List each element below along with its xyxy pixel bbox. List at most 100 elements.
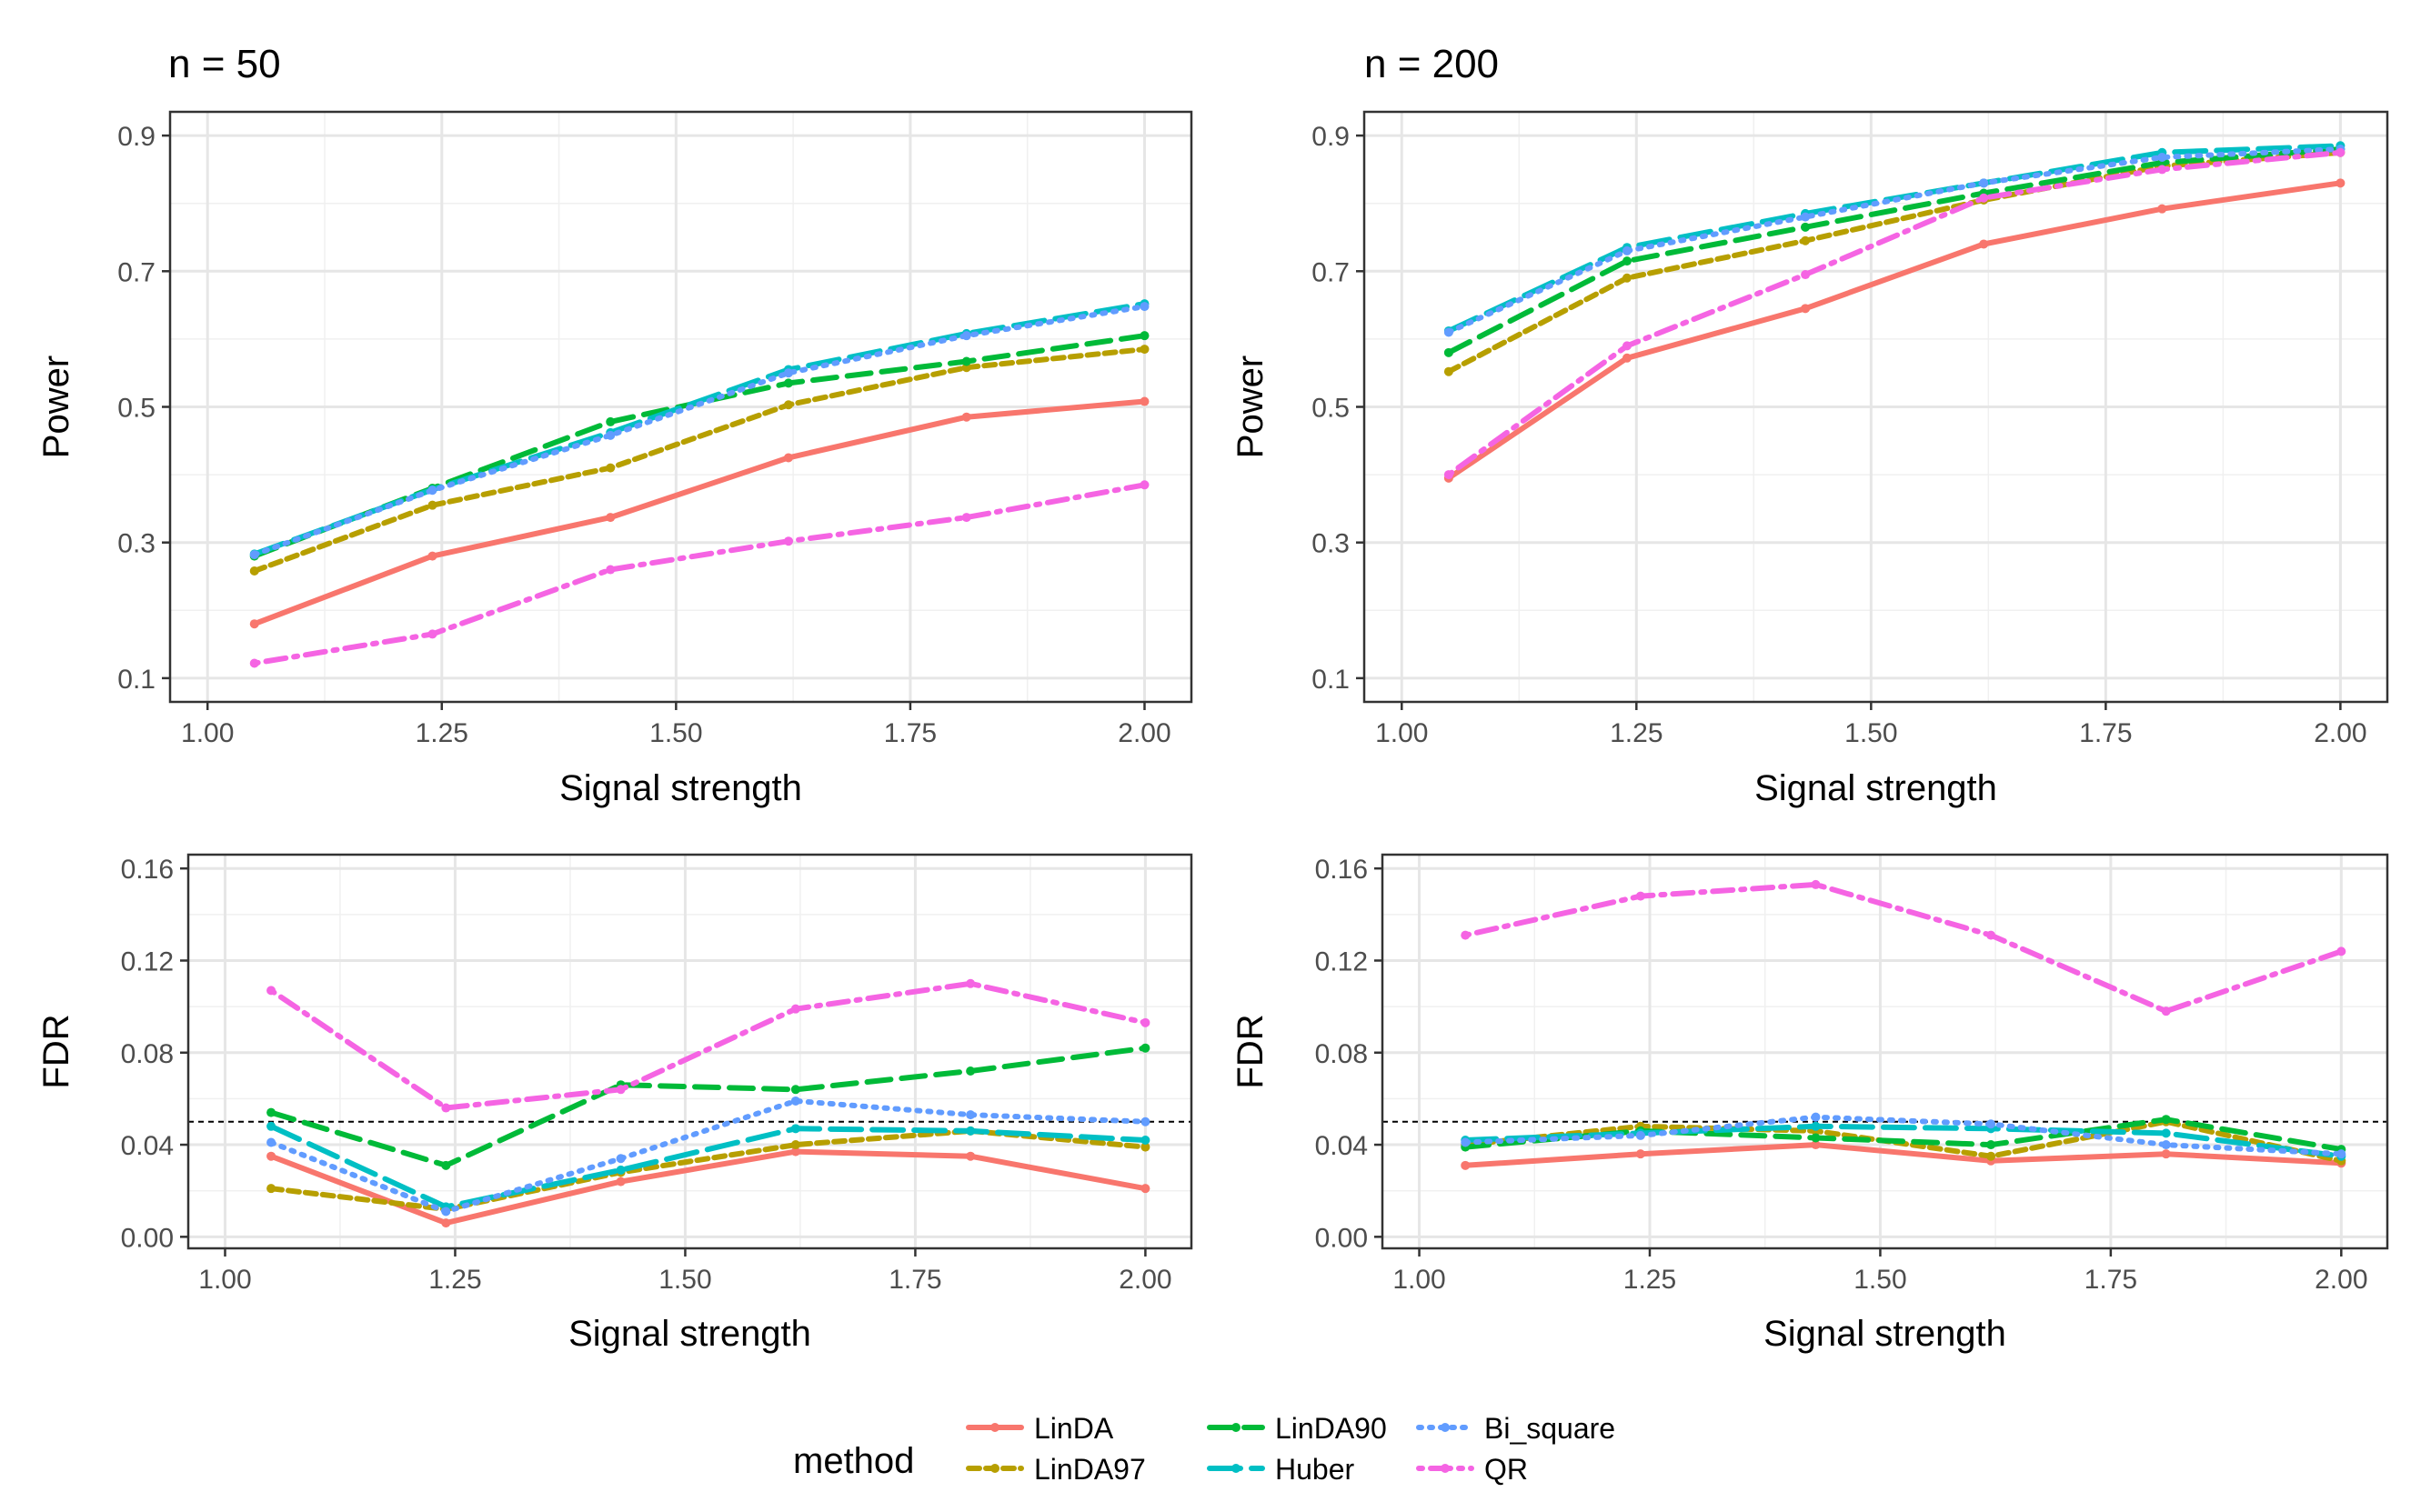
data-point-linda97 [1986, 1151, 1996, 1161]
data-point-linda97 [427, 500, 437, 510]
legend-label: LinDA97 [1034, 1453, 1146, 1486]
data-point-linda90 [266, 1107, 276, 1117]
data-point-linda90 [441, 1160, 451, 1170]
x-tick-label: 1.00 [1375, 718, 1428, 748]
x-tick-label: 1.25 [1623, 1265, 1676, 1295]
data-point-huber [2161, 1128, 2171, 1138]
legend-marker [1441, 1464, 1450, 1473]
data-point-qr [783, 536, 793, 546]
data-point-qr [1986, 930, 1996, 940]
panel-border [1381, 853, 2389, 1250]
chart-title: n = 200 [1364, 42, 1499, 86]
data-point-qr [966, 978, 976, 988]
data-point-huber [790, 1124, 800, 1134]
data-point-qr [2336, 147, 2346, 157]
data-point-linda [790, 1147, 800, 1157]
series-line-linda [1445, 180, 2344, 481]
series-line-huber [1462, 1123, 2345, 1159]
y-axis-title: FDR [1231, 1014, 1271, 1088]
x-tick-label: 1.50 [1844, 718, 1897, 748]
y-tick-label: 0.1 [117, 665, 156, 695]
data-point-bi-square [783, 368, 793, 378]
data-point-qr [427, 629, 437, 639]
series-line-linda90 [1445, 146, 2344, 355]
x-tick-label: 1.75 [2084, 1265, 2137, 1295]
data-point-bi-square [1461, 1137, 1471, 1147]
x-tick-label: 1.00 [181, 718, 234, 748]
data-point-linda [1979, 239, 1989, 249]
legend-marker [1231, 1464, 1241, 1473]
data-point-huber [1811, 1121, 1821, 1131]
data-point-linda [441, 1218, 451, 1228]
legend-key: LinDA [966, 1412, 1114, 1445]
y-tick-label: 0.00 [121, 1223, 174, 1253]
data-point-qr [1461, 930, 1471, 940]
series-line-linda97 [1445, 149, 2344, 375]
x-tick-label: 2.00 [2315, 1265, 2367, 1295]
data-point-qr [249, 658, 259, 668]
chart-panel-3: 1.00 1.25 1.50 1.75 2.00 0.00 0.04 0.08 0.12 0.16… [36, 853, 1193, 1354]
series-line-linda [268, 1148, 1149, 1227]
panel-border [186, 853, 1193, 1250]
legend-marker [1441, 1423, 1450, 1432]
data-point-linda [606, 513, 616, 523]
data-point-bi-square [1140, 1116, 1150, 1126]
data-point-linda97 [1622, 273, 1632, 283]
legend-key: LinDA97 [966, 1453, 1146, 1486]
data-point-linda90 [790, 1085, 800, 1095]
data-point-qr [441, 1103, 451, 1113]
data-point-linda97 [783, 400, 793, 410]
data-point-bi-square [1635, 1130, 1645, 1140]
legend-label: LinDA [1034, 1412, 1114, 1445]
x-axis-title: Signal strength [559, 768, 802, 808]
data-point-linda97 [1801, 235, 1811, 245]
data-point-linda [1801, 304, 1811, 314]
data-point-linda90 [1140, 331, 1150, 341]
x-axis-title: Signal strength [1763, 1314, 2006, 1354]
y-tick-label: 0.1 [1311, 665, 1350, 695]
data-point-linda90 [1986, 1140, 1996, 1150]
series-line-qr [1445, 149, 2344, 478]
data-point-qr [1140, 1017, 1150, 1027]
data-point-huber [1140, 1135, 1150, 1145]
data-point-qr [2336, 946, 2346, 956]
x-axis-title: Signal strength [568, 1314, 811, 1354]
data-point-linda [1140, 396, 1150, 406]
series-line-qr [251, 482, 1148, 666]
data-point-bi-square [2157, 152, 2167, 162]
series-line-bi-square [1462, 1114, 2345, 1157]
legend-key: LinDA90 [1207, 1412, 1387, 1445]
legend-label: LinDA90 [1275, 1412, 1387, 1445]
data-point-linda [2336, 178, 2346, 188]
y-tick-label: 0.04 [121, 1131, 174, 1161]
data-point-bi-square [1140, 302, 1150, 312]
data-point-qr [790, 1004, 800, 1014]
series-line-huber [268, 1123, 1149, 1210]
y-tick-label: 0.7 [1311, 257, 1350, 287]
x-tick-label: 1.50 [1853, 1265, 1906, 1295]
series-line-qr [1462, 881, 2345, 1015]
data-point-linda90 [961, 356, 971, 366]
x-tick-label: 2.00 [1118, 718, 1170, 748]
data-point-linda [783, 453, 793, 463]
data-point-linda90 [1801, 222, 1811, 232]
data-point-huber [966, 1126, 976, 1136]
legend-marker [990, 1423, 1000, 1432]
series-line-qr [268, 980, 1149, 1111]
x-tick-label: 1.25 [1610, 718, 1663, 748]
legend: method LinDA LinDA97 LinDA90 Huber Bi_square Q… [793, 1412, 1615, 1486]
data-point-qr [2157, 165, 2167, 175]
data-point-linda90 [966, 1066, 976, 1076]
data-point-linda97 [1443, 366, 1453, 376]
data-point-linda [1635, 1149, 1645, 1159]
y-axis-title: FDR [36, 1014, 76, 1088]
y-tick-label: 0.08 [121, 1039, 174, 1069]
chart-title: n = 50 [168, 42, 281, 86]
data-point-linda [427, 551, 437, 561]
legend-label: Bi_square [1484, 1412, 1615, 1445]
data-point-linda97 [1140, 1142, 1150, 1152]
legend-key: QR [1416, 1453, 1528, 1486]
data-point-linda [2161, 1149, 2171, 1159]
data-point-bi-square [606, 430, 616, 440]
